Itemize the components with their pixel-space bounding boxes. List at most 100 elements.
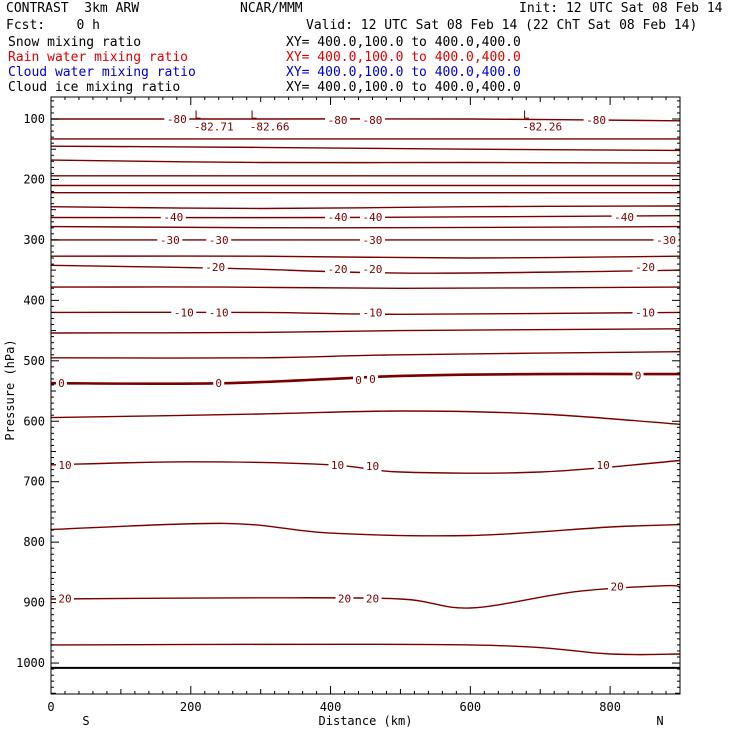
- contour-label-bg: [366, 371, 378, 385]
- field-xy-cloud-water: XY= 400.0,100.0 to 400.0,400.0: [286, 65, 521, 80]
- field-xy-snow: XY= 400.0,100.0 to 400.0,400.0: [286, 35, 521, 50]
- contour-label-bg: [353, 373, 365, 387]
- contour-line-m35: [51, 225, 680, 229]
- contour-label-bg: [594, 457, 613, 471]
- y-tick-label: 1000: [16, 656, 45, 670]
- x-tick-label: 200: [180, 700, 202, 714]
- contour-label: -20: [363, 263, 383, 276]
- contour-label: 0: [369, 373, 376, 386]
- contour-line-m25: [51, 255, 680, 259]
- contour-line-20: [51, 584, 680, 609]
- y-tick-label: 800: [23, 535, 45, 549]
- contour-label-bg: [55, 457, 74, 471]
- low-value: -82.71: [194, 121, 234, 134]
- x-tick-label: 400: [320, 700, 342, 714]
- contour-label: 10: [331, 459, 344, 472]
- y-tick-label: 700: [23, 475, 45, 489]
- contour-line-5: [51, 410, 680, 425]
- field-name-cloud-ice: Cloud ice mixing ratio: [8, 80, 181, 95]
- contour-label-bg: [157, 232, 183, 246]
- contour-label-bg: [359, 261, 385, 275]
- contour-line-m15: [51, 286, 680, 290]
- contour-label-bg: [55, 376, 67, 390]
- contour-label: -10: [209, 306, 229, 319]
- field-name-cloud-water: Cloud water mixing ratio: [8, 65, 196, 80]
- contour-label-bg: [202, 260, 228, 274]
- low-value-bg: [519, 120, 566, 133]
- contour-label-bg: [653, 232, 679, 246]
- y-axis-title: Pressure (hPa): [3, 339, 17, 440]
- contour-label-bg: [632, 260, 658, 274]
- low-marker: L: [250, 109, 257, 122]
- contour-label: -40: [328, 211, 348, 224]
- contour-label-bg: [55, 591, 74, 605]
- contour-line-m20: [51, 264, 680, 274]
- contour-label-bg: [328, 457, 347, 471]
- field-name-rain: Rain water mixing ratio: [8, 50, 189, 65]
- field-name-snow: Snow mixing ratio: [8, 35, 142, 50]
- contour-label: -80: [167, 113, 187, 126]
- y-tick-label: 300: [23, 233, 45, 247]
- low-marker: L: [194, 109, 201, 122]
- contour-label: -40: [163, 211, 183, 224]
- contour-label-bg: [164, 112, 190, 125]
- contour-label-bg: [632, 368, 644, 382]
- contour-label-bg: [359, 232, 385, 246]
- contour-line-m5: [51, 328, 680, 334]
- field-xy-cloud-ice: XY= 400.0,100.0 to 400.0,400.0: [286, 80, 521, 95]
- contour-label-bg: [325, 261, 351, 275]
- contour-label: 20: [610, 580, 623, 593]
- contour-label: 0: [215, 377, 222, 390]
- contour-label: 20: [366, 592, 379, 605]
- contour-label-bg: [335, 591, 354, 605]
- contour-line-m10: [51, 311, 680, 316]
- x-tick-label: 0: [47, 700, 54, 714]
- contour-label: 0: [355, 374, 362, 387]
- contour-label: 0: [58, 377, 65, 390]
- contour-label-bg: [213, 376, 225, 390]
- contour-label: -10: [174, 306, 194, 319]
- contour-label-bg: [363, 591, 382, 605]
- field-xy-rain: XY= 400.0,100.0 to 400.0,400.0: [286, 50, 521, 65]
- contour-label: -40: [614, 211, 634, 224]
- contour-lines: [51, 118, 680, 656]
- contour-label-bg: [206, 305, 232, 319]
- contour-label: -80: [363, 114, 383, 127]
- south-end-label: S: [82, 714, 89, 728]
- x-axis-title: Distance (km): [319, 714, 413, 728]
- contour-label: -30: [363, 234, 383, 247]
- low-value-bg: [246, 120, 293, 133]
- contour-label: -80: [586, 114, 606, 127]
- contour-label-bg: [160, 209, 186, 223]
- y-tick-label: 400: [23, 293, 45, 307]
- contour-line-0: [51, 372, 680, 386]
- contour-line-m45: [51, 205, 680, 210]
- low-value-bg: [190, 120, 237, 133]
- contour-line-m2: [51, 351, 680, 359]
- contour-label: -20: [328, 263, 348, 276]
- valid-time: Valid: 12 UTC Sat 08 Feb 14 (22 ChT Sat …: [306, 18, 698, 33]
- contour-label: 10: [58, 459, 71, 472]
- contour-line-m70: [51, 145, 680, 152]
- contour-label: -10: [363, 306, 383, 319]
- contour-label-bg: [359, 113, 385, 127]
- contour-label-bg: [608, 579, 627, 593]
- contour-label: 10: [366, 460, 379, 473]
- y-tick-label: 200: [23, 172, 45, 186]
- y-tick-label: 600: [23, 414, 45, 428]
- contour-label-bg: [632, 305, 658, 319]
- contour-label-bg: [325, 209, 351, 223]
- contour-label-bg: [206, 232, 232, 246]
- center-label: NCAR/MMM: [240, 1, 303, 16]
- y-tick-label: 500: [23, 354, 45, 368]
- x-tick-label: 600: [459, 700, 481, 714]
- contour-label-bg: [171, 305, 197, 319]
- contour-label-bg: [325, 113, 351, 127]
- contour-label-bg: [359, 305, 385, 319]
- y-tick-label: 100: [23, 112, 45, 126]
- contour-label: 20: [338, 592, 351, 605]
- contour-line-m65: [51, 159, 680, 164]
